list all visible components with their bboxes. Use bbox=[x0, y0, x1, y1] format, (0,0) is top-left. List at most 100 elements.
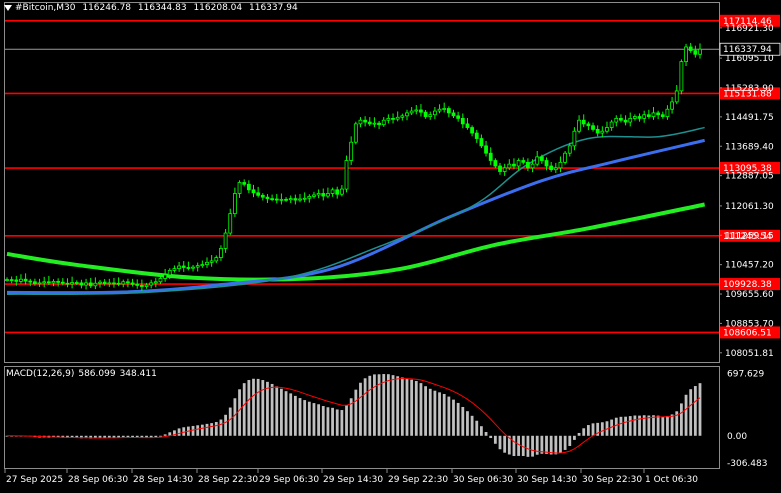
macd-bar bbox=[66, 435, 69, 438]
macd-bar bbox=[461, 406, 465, 436]
candle-body bbox=[93, 282, 98, 287]
price-panel-border bbox=[4, 2, 720, 363]
candle-body bbox=[670, 101, 674, 110]
candle-body bbox=[139, 285, 144, 287]
time-label: 28 Sep 22:30 bbox=[198, 475, 258, 485]
macd-bar bbox=[317, 404, 321, 436]
candle-body bbox=[656, 112, 661, 116]
candle-body bbox=[484, 145, 488, 154]
macd-bar bbox=[261, 380, 265, 436]
macd-bar bbox=[275, 386, 279, 436]
macd-bar bbox=[382, 374, 386, 436]
candle-body bbox=[84, 282, 88, 286]
macd-bar bbox=[493, 435, 497, 444]
candle-body bbox=[214, 257, 219, 262]
macd-bar bbox=[219, 419, 223, 436]
macd-bar bbox=[377, 374, 381, 436]
macd-bar bbox=[80, 435, 83, 439]
macd-bar bbox=[414, 381, 418, 436]
macd-bar bbox=[586, 425, 590, 436]
macd-bar bbox=[182, 427, 186, 436]
candle-body bbox=[88, 282, 93, 287]
macd-bar bbox=[280, 388, 283, 436]
candle-body bbox=[400, 115, 405, 118]
candle-body bbox=[395, 116, 400, 120]
price-tick-label: 108853.70 bbox=[725, 319, 774, 329]
macd-bar bbox=[321, 406, 325, 436]
macd-bar bbox=[247, 380, 251, 436]
macd-bar bbox=[210, 423, 214, 436]
current-price-label: 116337.94 bbox=[723, 45, 772, 55]
candle-body bbox=[367, 121, 372, 125]
macd-bar bbox=[173, 430, 176, 436]
macd-title: MACD(12,26,9) 586.099 348.411 bbox=[6, 369, 161, 379]
ma-fast-line bbox=[6, 126, 705, 295]
time-label: 29 Sep 06:30 bbox=[259, 475, 319, 485]
macd-bar bbox=[517, 435, 521, 456]
macd-bar bbox=[135, 435, 139, 438]
candle-body bbox=[330, 189, 335, 194]
macd-bar bbox=[112, 435, 116, 438]
macd-bar bbox=[424, 386, 427, 436]
candle-body bbox=[205, 261, 209, 265]
ma-slow-line bbox=[6, 202, 706, 282]
candle-body bbox=[312, 194, 316, 197]
macd-bar bbox=[200, 424, 204, 436]
macd-bar bbox=[675, 411, 679, 436]
macd-bar bbox=[470, 415, 474, 436]
macd-bar bbox=[545, 435, 548, 454]
candle-body bbox=[553, 167, 558, 171]
candle-body bbox=[474, 132, 479, 139]
level-label-bg bbox=[720, 229, 780, 242]
time-label: 30 Sep 22:30 bbox=[582, 475, 642, 485]
macd-bar bbox=[489, 435, 493, 439]
macd-bar bbox=[466, 411, 469, 436]
macd-bar bbox=[600, 422, 604, 436]
candle-body bbox=[558, 161, 563, 169]
candle-body bbox=[191, 266, 195, 269]
candle-body bbox=[660, 114, 665, 117]
candles bbox=[5, 42, 702, 291]
candle-body bbox=[577, 119, 581, 132]
macd-bar bbox=[512, 435, 516, 457]
candle-body bbox=[288, 198, 293, 201]
level-label-bg bbox=[720, 326, 780, 339]
macd-bar bbox=[391, 375, 395, 436]
candle-body bbox=[242, 182, 247, 185]
macd-bar bbox=[266, 381, 269, 436]
dropdown-triangle-icon[interactable] bbox=[4, 4, 12, 11]
candle-body bbox=[391, 117, 395, 120]
candle-body bbox=[428, 114, 433, 117]
macd-bar bbox=[638, 415, 641, 436]
macd-bar bbox=[103, 435, 107, 438]
candle-body bbox=[251, 189, 256, 194]
macd-bar bbox=[307, 401, 311, 436]
macd-bar bbox=[447, 396, 451, 436]
macd-tick-label: -306.483 bbox=[727, 459, 767, 469]
macd-bar bbox=[456, 402, 460, 436]
time-label: 29 Sep 14:30 bbox=[323, 475, 383, 485]
price-tick-label: 113689.40 bbox=[725, 142, 774, 152]
macd-bar bbox=[568, 435, 572, 446]
candle-body bbox=[339, 188, 344, 195]
candle-body bbox=[135, 283, 140, 286]
candle-body bbox=[186, 267, 191, 269]
candle-body bbox=[502, 167, 507, 172]
candle-body bbox=[535, 156, 540, 165]
candle-body bbox=[51, 281, 56, 284]
candle-body bbox=[465, 123, 470, 128]
candle-body bbox=[172, 268, 177, 271]
candle-body bbox=[381, 119, 386, 126]
level-label: 108606.51 bbox=[723, 328, 772, 338]
macd-bar bbox=[149, 435, 153, 438]
candle-body bbox=[274, 198, 279, 201]
candle-body bbox=[684, 46, 688, 63]
candle-body bbox=[219, 248, 223, 258]
candle-body bbox=[195, 265, 200, 268]
candle-body bbox=[632, 116, 637, 119]
candle-body bbox=[298, 198, 302, 201]
level-label-bg bbox=[720, 162, 780, 175]
candle-body bbox=[307, 196, 312, 199]
